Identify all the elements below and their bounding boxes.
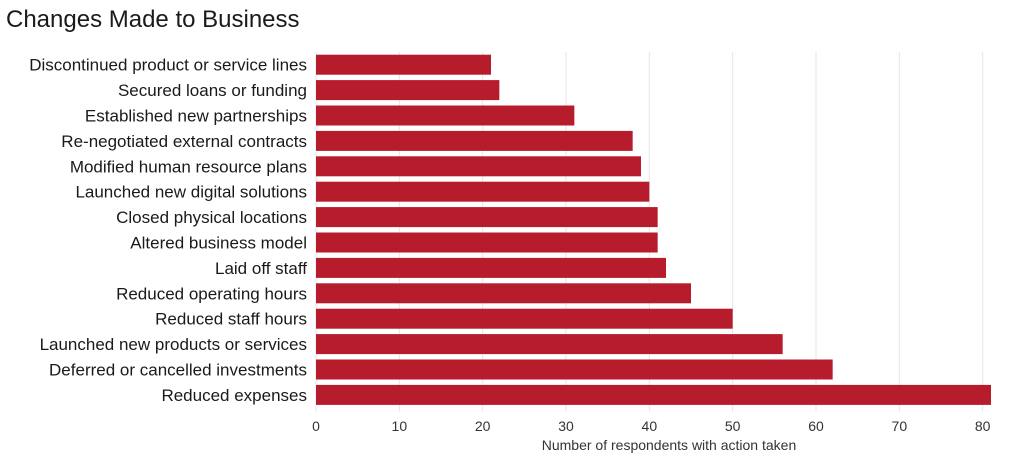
category-label-8: Laid off staff — [215, 259, 307, 278]
bar-6 — [316, 207, 658, 228]
bar-10 — [316, 308, 733, 329]
x-tick-label-30: 30 — [558, 418, 574, 434]
category-label-0: Discontinued product or service lines — [29, 56, 307, 75]
category-label-11: Launched new products or services — [40, 335, 307, 354]
x-tick-label-60: 60 — [808, 418, 824, 434]
category-label-13: Reduced expenses — [161, 386, 307, 405]
x-tick-label-10: 10 — [392, 418, 408, 434]
category-label-5: Launched new digital solutions — [75, 183, 307, 202]
x-tick-label-50: 50 — [725, 418, 741, 434]
x-axis-title: Number of respondents with action taken — [542, 437, 796, 453]
x-tick-labels: 0 10 20 30 40 50 60 70 80 — [312, 418, 991, 434]
bar-1 — [316, 80, 500, 101]
x-tick-label-20: 20 — [475, 418, 491, 434]
bars — [316, 54, 991, 405]
bar-3 — [316, 130, 633, 151]
category-label-2: Established new partnerships — [85, 107, 307, 126]
chart-title: Changes Made to Business — [6, 6, 300, 33]
category-label-12: Deferred or cancelled investments — [49, 361, 307, 380]
category-label-3: Re-negotiated external contracts — [61, 132, 307, 151]
category-label-9: Reduced operating hours — [116, 284, 307, 303]
category-label-7: Altered business model — [130, 234, 307, 253]
bar-13 — [316, 384, 991, 405]
category-label-4: Modified human resource plans — [70, 157, 307, 176]
x-tick-label-0: 0 — [312, 418, 320, 434]
category-label-1: Secured loans or funding — [118, 81, 307, 100]
x-tick-label-80: 80 — [975, 418, 991, 434]
bar-7 — [316, 232, 658, 253]
bar-9 — [316, 283, 691, 304]
bar-2 — [316, 105, 575, 126]
category-labels: Discontinued product or service lines Sec… — [29, 56, 307, 405]
bar-12 — [316, 359, 833, 380]
x-tick-label-40: 40 — [642, 418, 658, 434]
bar-11 — [316, 334, 783, 355]
bar-5 — [316, 181, 650, 202]
bar-8 — [316, 257, 666, 278]
x-tick-label-70: 70 — [892, 418, 908, 434]
category-label-6: Closed physical locations — [116, 208, 307, 227]
bar-0 — [316, 54, 491, 75]
bar-4 — [316, 156, 641, 177]
category-label-10: Reduced staff hours — [155, 310, 307, 329]
